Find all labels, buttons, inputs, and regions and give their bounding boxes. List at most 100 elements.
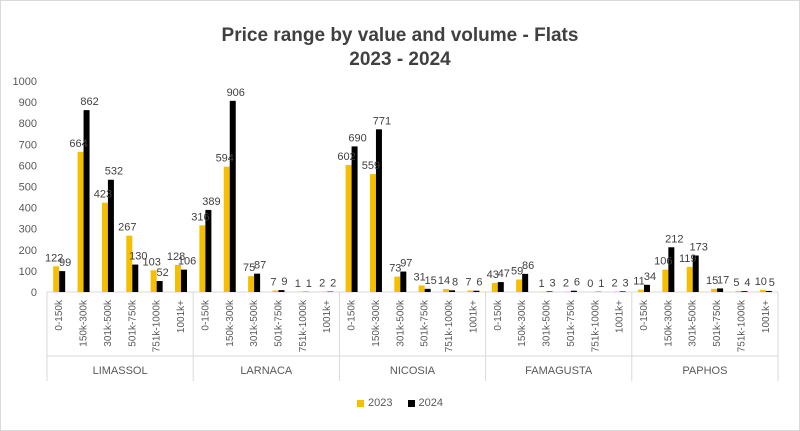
data-label-2024: 532 bbox=[105, 166, 123, 178]
data-label-2024: 389 bbox=[202, 196, 220, 208]
data-label-2024: 47 bbox=[498, 268, 510, 280]
category-label: 301k-500k bbox=[688, 299, 699, 347]
data-label-2024: 212 bbox=[665, 233, 683, 245]
category-label: 1001k+ bbox=[176, 300, 187, 333]
data-label-2024: 87 bbox=[254, 260, 266, 272]
bar-2024 bbox=[83, 110, 90, 292]
category-label: 0-150k bbox=[493, 299, 504, 331]
bar-2024 bbox=[643, 284, 650, 292]
data-label-2023: 423 bbox=[94, 189, 112, 201]
data-label-2024: 130 bbox=[129, 251, 147, 263]
legend-item-2024: 2024 bbox=[407, 397, 444, 410]
legend-label-2023: 2023 bbox=[367, 397, 393, 410]
bar-2023 bbox=[759, 289, 766, 292]
category-label: 1001k+ bbox=[615, 300, 626, 333]
data-label-2024: 173 bbox=[690, 241, 708, 253]
bar-2023 bbox=[369, 174, 376, 292]
legend-item-2023: 2023 bbox=[356, 397, 393, 410]
bar-2024 bbox=[619, 291, 626, 292]
chart-title: Price range by value and volume - Flats bbox=[221, 25, 579, 46]
bar-2024 bbox=[692, 255, 699, 292]
category-label: 150k-300k bbox=[79, 299, 90, 347]
data-label-2023: 5 bbox=[733, 277, 739, 289]
bar-2024 bbox=[375, 129, 382, 292]
y-tick-label: 300 bbox=[19, 224, 37, 236]
category-label: 501k-750k bbox=[566, 299, 577, 347]
data-label-2023: 106 bbox=[654, 256, 672, 268]
bar-2023 bbox=[199, 225, 206, 292]
bar-2023 bbox=[126, 235, 133, 292]
y-tick-label: 700 bbox=[19, 139, 37, 151]
data-label-2024: 86 bbox=[522, 260, 534, 272]
bar-2023 bbox=[686, 266, 693, 292]
data-label-2023: 43 bbox=[487, 269, 499, 281]
bar-2024 bbox=[254, 273, 261, 292]
category-label: 1001k+ bbox=[468, 300, 479, 333]
data-label-2024: 99 bbox=[59, 257, 71, 269]
bar-2024 bbox=[570, 290, 577, 292]
data-label-2023: 602 bbox=[337, 151, 355, 163]
bar-2024 bbox=[229, 100, 236, 292]
data-label-2024: 34 bbox=[644, 271, 656, 283]
data-label-2024: 3 bbox=[549, 277, 555, 289]
bar-2024 bbox=[181, 269, 188, 292]
data-label-2023: 15 bbox=[706, 275, 718, 287]
data-label-2024: 906 bbox=[227, 87, 245, 99]
chart-title-block: Price range by value and volume - Flats … bbox=[0, 24, 800, 72]
category-label: 751k-1000k bbox=[590, 299, 601, 352]
data-label-2024: 862 bbox=[80, 96, 98, 108]
bar-2023 bbox=[443, 289, 450, 292]
data-label-2023: 2 bbox=[563, 278, 569, 290]
data-label-2024: 1 bbox=[306, 278, 312, 290]
category-label: 0-150k bbox=[347, 299, 358, 331]
data-label-2023: 59 bbox=[511, 266, 523, 278]
bar-2024 bbox=[59, 271, 66, 292]
bar-2024 bbox=[473, 290, 480, 292]
category-label: 501k-750k bbox=[127, 299, 138, 347]
bar-2023 bbox=[467, 290, 474, 292]
bar-2024 bbox=[156, 281, 163, 292]
chart-subtitle: 2023 - 2024 bbox=[349, 49, 451, 70]
data-label-2023: 664 bbox=[69, 138, 87, 150]
data-label-2023: 122 bbox=[45, 252, 63, 264]
bar-2023 bbox=[418, 285, 425, 292]
bar-2023 bbox=[662, 269, 669, 292]
data-label-2024: 6 bbox=[574, 277, 580, 289]
data-label-2023: 267 bbox=[118, 222, 136, 234]
data-label-2023: 128 bbox=[167, 251, 185, 263]
data-label-2023: 0 bbox=[587, 278, 593, 290]
bar-2024 bbox=[522, 273, 529, 292]
region-label: FAMAGUSTA bbox=[525, 365, 593, 377]
category-label: 1001k+ bbox=[761, 300, 772, 333]
bar-2023 bbox=[516, 279, 523, 292]
category-label: 301k-500k bbox=[249, 299, 260, 347]
bar-2023 bbox=[735, 290, 742, 292]
data-label-2024: 8 bbox=[452, 276, 458, 288]
bar-2024 bbox=[424, 288, 431, 292]
bar-2024 bbox=[765, 290, 772, 292]
y-tick-label: 500 bbox=[19, 182, 37, 194]
legend: 2023 2024 bbox=[0, 397, 800, 409]
bar-2023 bbox=[491, 282, 498, 292]
legend-label-2024: 2024 bbox=[418, 397, 444, 410]
data-label-2023: 31 bbox=[414, 271, 426, 283]
bar-2023 bbox=[175, 264, 182, 292]
data-label-2023: 559 bbox=[362, 160, 380, 172]
bar-2023 bbox=[101, 202, 108, 292]
data-label-2023: 7 bbox=[465, 277, 471, 289]
bar-2024 bbox=[717, 288, 724, 292]
region-label: LIMASSOL bbox=[93, 365, 148, 377]
data-label-2023: 1 bbox=[538, 278, 544, 290]
y-tick-label: 1000 bbox=[13, 76, 37, 88]
category-label: 0-150k bbox=[200, 299, 211, 331]
data-label-2023: 11 bbox=[633, 276, 644, 288]
data-label-2024: 2 bbox=[330, 278, 336, 290]
bar-2024 bbox=[107, 179, 114, 292]
data-label-2023: 73 bbox=[389, 263, 401, 275]
data-label-2024: 6 bbox=[476, 277, 482, 289]
bar-2023 bbox=[711, 288, 718, 292]
y-tick-label: 0 bbox=[31, 287, 37, 299]
data-label-2024: 106 bbox=[178, 256, 196, 268]
data-label-2024: 15 bbox=[425, 275, 437, 287]
category-label: 301k-500k bbox=[542, 299, 553, 347]
